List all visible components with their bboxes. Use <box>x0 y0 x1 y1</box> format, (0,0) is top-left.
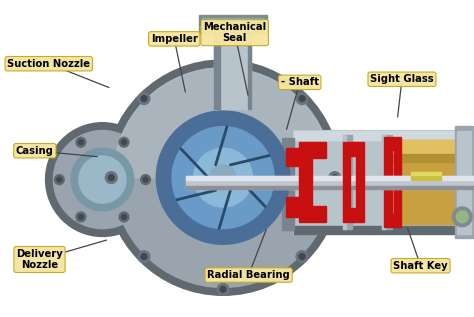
Circle shape <box>76 212 86 222</box>
Bar <box>186 186 474 189</box>
Circle shape <box>243 20 251 28</box>
Bar <box>387 140 456 154</box>
Bar <box>247 18 251 109</box>
Bar <box>186 176 474 179</box>
Circle shape <box>220 287 226 292</box>
Bar <box>186 176 474 189</box>
Bar <box>411 172 441 179</box>
Circle shape <box>456 211 468 223</box>
Circle shape <box>210 165 236 191</box>
Circle shape <box>55 175 64 184</box>
Bar <box>343 135 353 229</box>
Circle shape <box>172 126 274 229</box>
Bar <box>293 131 460 234</box>
Circle shape <box>78 140 83 145</box>
Text: Casing: Casing <box>16 146 54 156</box>
Circle shape <box>119 212 129 222</box>
Circle shape <box>217 60 229 72</box>
Circle shape <box>78 215 83 219</box>
Circle shape <box>119 137 129 147</box>
Bar <box>299 206 326 222</box>
Circle shape <box>156 111 290 244</box>
Bar <box>214 18 220 109</box>
Circle shape <box>71 148 134 211</box>
Circle shape <box>138 251 150 262</box>
Circle shape <box>332 175 337 181</box>
Bar <box>457 131 471 234</box>
Circle shape <box>54 131 152 229</box>
Circle shape <box>220 63 226 69</box>
Text: Suction Nozzle: Suction Nozzle <box>7 59 90 69</box>
Circle shape <box>329 172 341 184</box>
Circle shape <box>141 96 147 101</box>
Text: Delivery
Nozzle: Delivery Nozzle <box>16 249 63 270</box>
Circle shape <box>296 93 308 105</box>
Text: Mechanical
Seal: Mechanical Seal <box>203 22 266 43</box>
Bar <box>299 158 312 206</box>
Circle shape <box>143 177 148 182</box>
Bar <box>387 140 456 224</box>
Bar <box>199 15 267 33</box>
Bar <box>202 18 263 29</box>
Text: Impeller: Impeller <box>151 34 198 44</box>
Bar <box>411 172 441 175</box>
Circle shape <box>257 20 265 28</box>
Text: Shaft Key: Shaft Key <box>393 261 448 271</box>
Circle shape <box>141 175 150 184</box>
Bar <box>286 197 300 217</box>
Bar <box>343 135 346 229</box>
Circle shape <box>79 156 126 203</box>
Circle shape <box>121 215 127 219</box>
Circle shape <box>46 123 159 236</box>
Circle shape <box>57 177 62 182</box>
Circle shape <box>201 20 208 28</box>
Circle shape <box>76 137 86 147</box>
FancyBboxPatch shape <box>214 18 251 109</box>
Circle shape <box>296 251 308 262</box>
Circle shape <box>229 20 237 28</box>
Bar <box>282 139 293 230</box>
Text: - Shaft: - Shaft <box>281 77 319 87</box>
Circle shape <box>193 148 253 207</box>
Bar <box>356 156 364 208</box>
Circle shape <box>452 207 472 227</box>
Text: Sight Glass: Sight Glass <box>370 74 434 84</box>
Bar <box>343 156 350 208</box>
Circle shape <box>109 175 114 181</box>
Bar <box>299 142 326 158</box>
Circle shape <box>217 283 229 295</box>
Bar <box>387 154 456 162</box>
Bar <box>384 214 401 227</box>
Circle shape <box>299 254 305 260</box>
Wedge shape <box>113 68 333 178</box>
Circle shape <box>105 60 341 295</box>
Circle shape <box>215 20 222 28</box>
Circle shape <box>121 140 127 145</box>
Bar <box>384 150 392 214</box>
Circle shape <box>113 68 333 288</box>
Bar <box>343 142 364 156</box>
Bar <box>293 226 460 234</box>
Bar <box>382 135 392 229</box>
Bar <box>343 208 364 222</box>
Bar <box>393 150 401 214</box>
Bar <box>456 126 473 238</box>
Circle shape <box>138 93 150 105</box>
Text: Radial Bearing: Radial Bearing <box>207 270 290 280</box>
Bar <box>382 135 385 229</box>
Bar <box>286 148 300 166</box>
Circle shape <box>141 254 147 260</box>
Circle shape <box>105 172 117 184</box>
Circle shape <box>299 96 305 101</box>
Bar <box>293 131 460 140</box>
Bar <box>384 138 401 150</box>
